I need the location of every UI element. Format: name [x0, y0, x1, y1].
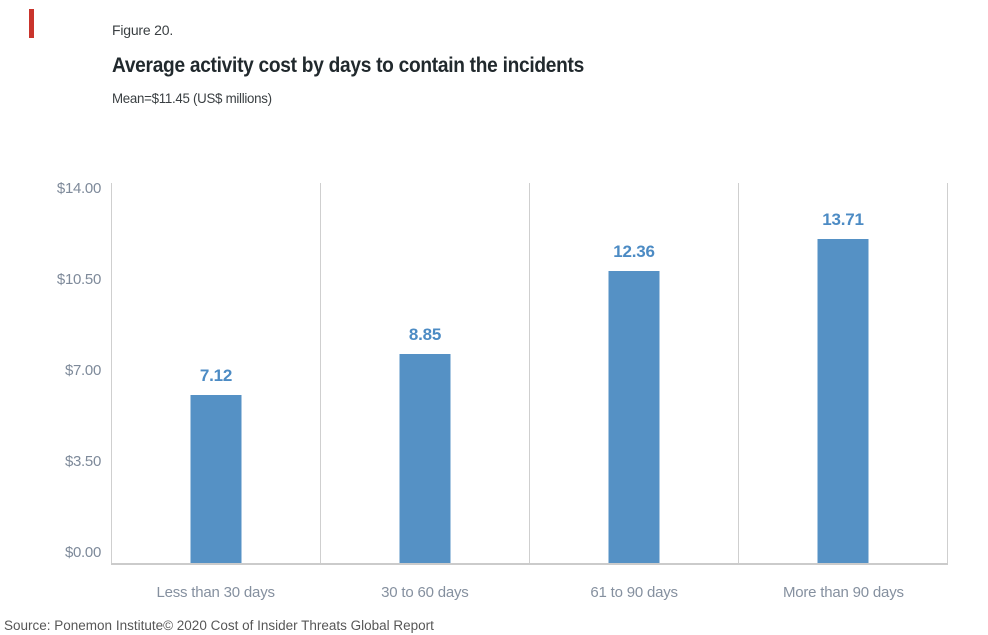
y-axis: $14.00 $10.50 $7.00 $3.50 $0.00 — [0, 181, 101, 571]
y-tick-label: $14.00 — [56, 180, 101, 197]
chart-title: Average activity cost by days to contain… — [112, 54, 585, 77]
bar — [190, 395, 242, 563]
category-panel: 7.12 — [111, 183, 320, 563]
bar — [399, 354, 451, 563]
source-note: Source: Ponemon Institute© 2020 Cost of … — [4, 618, 434, 633]
y-tick-label: $7.00 — [64, 362, 101, 379]
y-tick-label: $10.50 — [56, 271, 101, 288]
y-tick-label: $3.50 — [64, 453, 101, 470]
red-accent-mark — [29, 9, 34, 38]
bar-value-label: 13.71 — [822, 210, 864, 229]
bar-value-label: 7.12 — [199, 366, 233, 385]
bar-value-label: 12.36 — [613, 242, 655, 261]
category-panel: 12.36 — [529, 183, 738, 563]
x-axis: Less than 30 days 30 to 60 days 61 to 90 d… — [111, 584, 948, 601]
bar — [608, 271, 660, 563]
bar — [817, 239, 869, 563]
category-panel: 8.85 — [320, 183, 529, 563]
x-category-label: Less than 30 days — [156, 584, 275, 601]
x-category-label: 61 to 90 days — [590, 584, 678, 601]
chart-subtitle: Mean=$11.45 (US$ millions) — [112, 90, 272, 106]
bar-value-label: 8.85 — [408, 325, 442, 344]
y-tick-label: $0.00 — [64, 544, 101, 561]
category-panel: 13.71 — [738, 183, 948, 563]
figure-number: Figure 20. — [112, 22, 174, 38]
x-category-label: More than 90 days — [782, 584, 904, 601]
x-category-label: 30 to 60 days — [381, 584, 469, 601]
plot-area: 7.12 8.85 12.36 13.71 — [111, 183, 948, 565]
